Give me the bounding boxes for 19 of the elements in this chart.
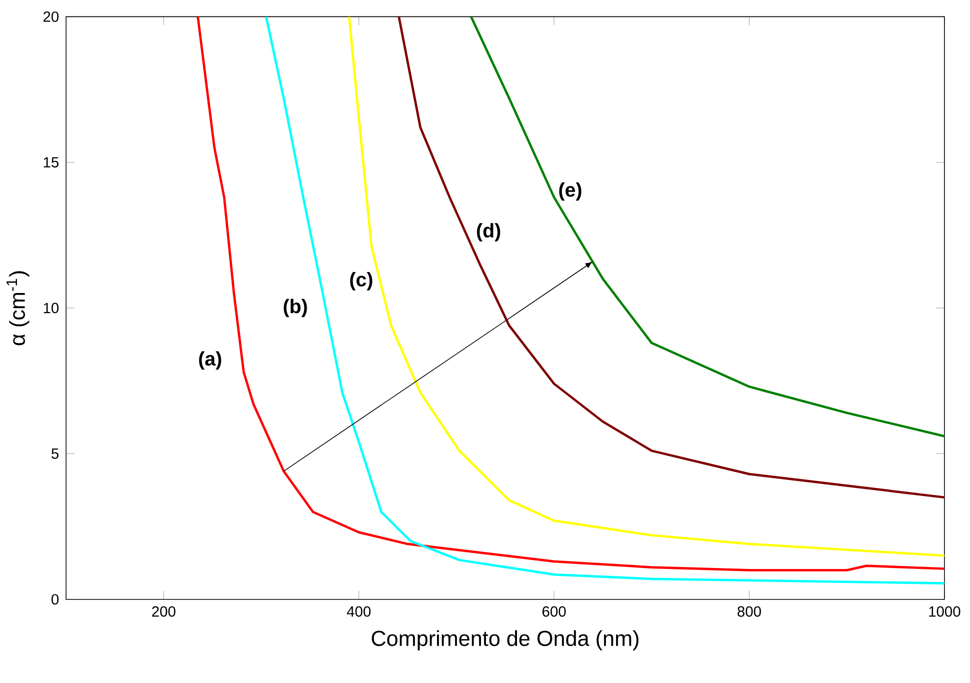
line-series: [398, 16, 944, 499]
x-tick-label: 1000: [929, 606, 960, 617]
x-tick-label: 800: [738, 606, 761, 617]
annotation: (e): [559, 182, 582, 201]
y-tick-label: 0: [52, 594, 59, 605]
y-tick-label: 15: [44, 157, 59, 168]
x-tick-label: 600: [542, 606, 566, 617]
annotation: (d): [477, 223, 500, 242]
x-tick-label: 200: [152, 606, 176, 617]
y-tick-label: 5: [52, 448, 59, 459]
annotation: (c): [350, 272, 372, 290]
annotation: (a): [199, 351, 222, 370]
line-series: [470, 16, 944, 438]
y-axis-title: α (cm$^{-1}$): [6, 271, 30, 346]
x-axis-title: Comprimento de Onda (nm): [372, 630, 638, 650]
x-tick-label: 400: [346, 606, 371, 617]
annotation: (b): [284, 298, 307, 318]
y-tick-label: 10: [44, 302, 59, 314]
y-tick-label: 20: [43, 12, 59, 22]
